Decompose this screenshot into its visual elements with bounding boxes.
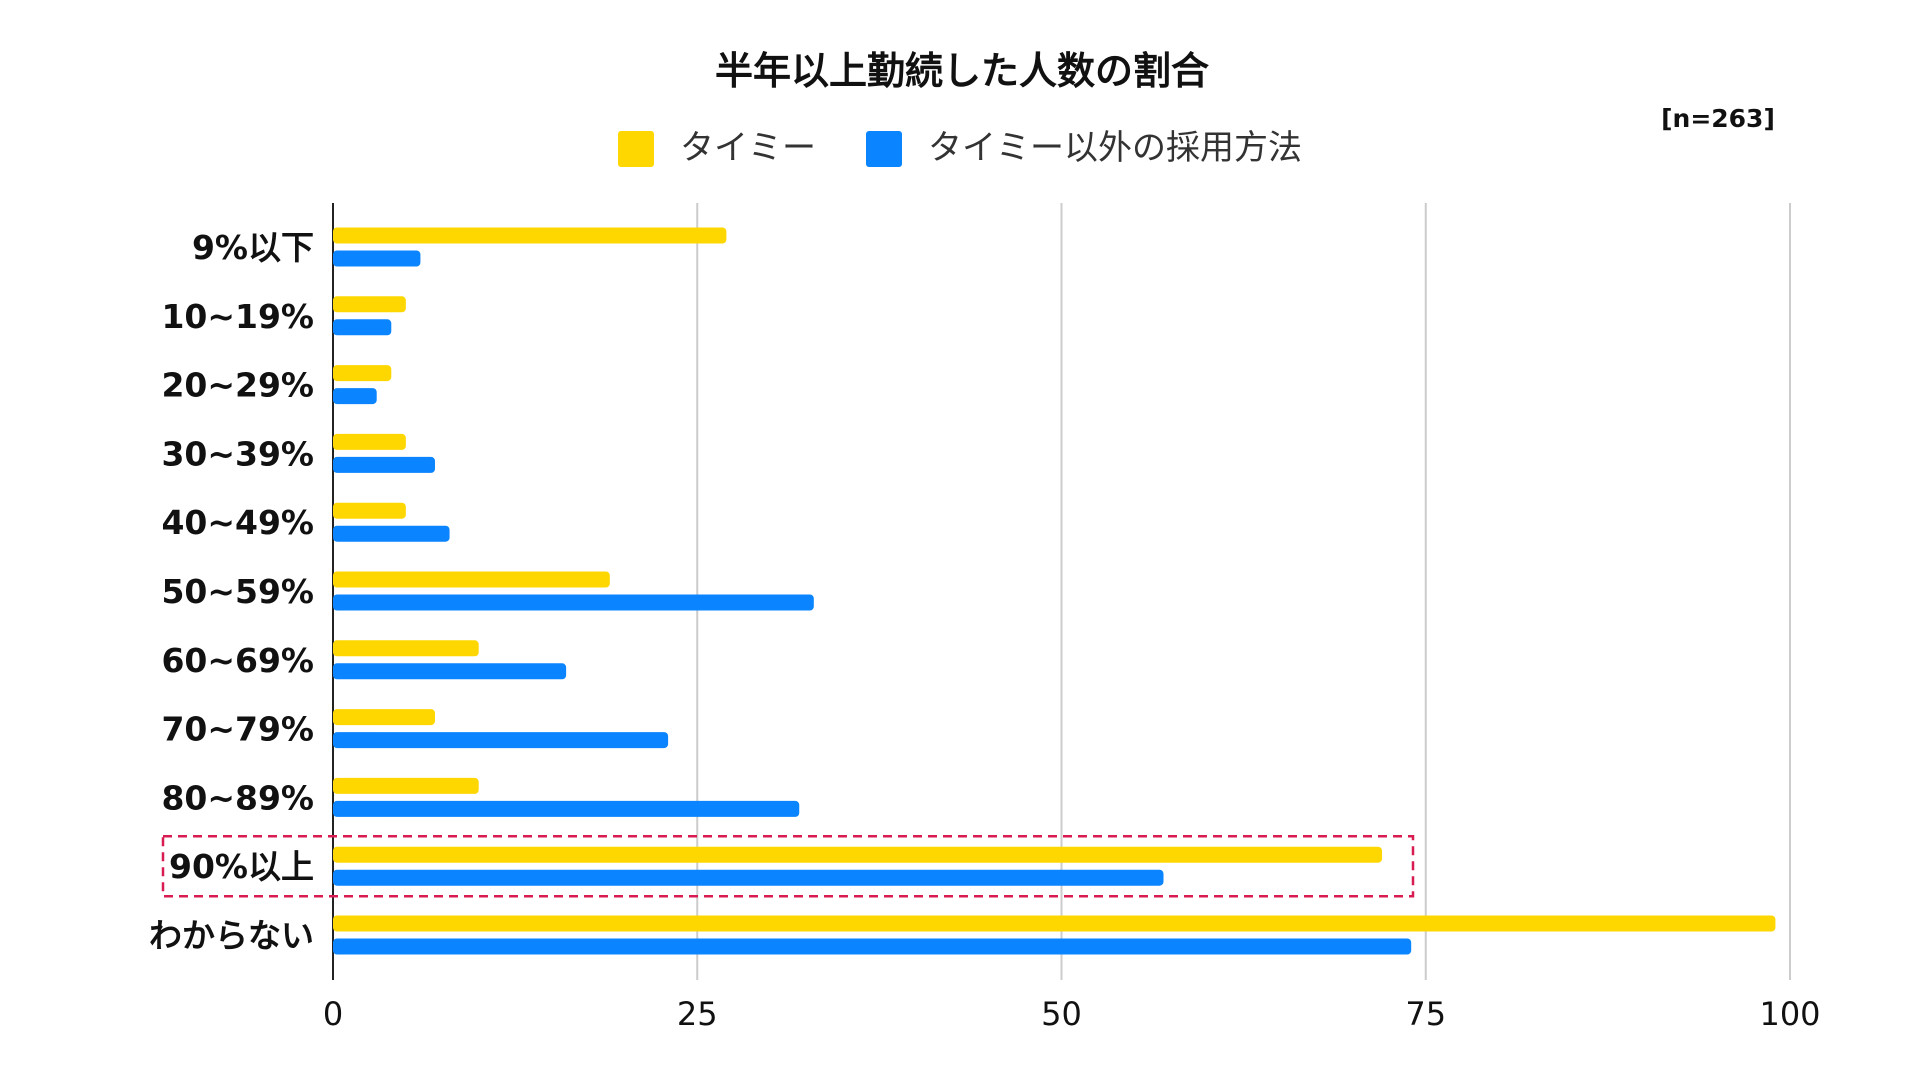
bar-timee-6: [333, 640, 479, 657]
legend-swatch-1: [866, 131, 902, 167]
bar-other-0: [333, 250, 421, 267]
bar-other-5: [333, 594, 814, 611]
gridlines: [332, 203, 1791, 980]
bar-timee-4: [333, 502, 406, 519]
category-label: 30~39%: [161, 434, 314, 473]
bar-other-7: [333, 732, 669, 749]
bar-timee-2: [333, 365, 392, 382]
bar-timee-7: [333, 709, 435, 726]
bar-timee-3: [333, 433, 406, 450]
x-tick-label: 100: [1759, 995, 1820, 1033]
category-label: 9%以下: [192, 228, 314, 267]
bar-other-3: [333, 456, 435, 473]
x-tick-label: 0: [323, 995, 343, 1033]
category-label: 80~89%: [161, 778, 314, 817]
category-labels: 9%以下 10~19% 20~29% 30~39% 40~49% 50~59% 60~69%…: [149, 228, 314, 955]
category-label: 40~49%: [161, 503, 314, 542]
category-label: 10~19%: [161, 297, 314, 336]
bars: [333, 227, 1776, 955]
x-tick-label: 25: [677, 995, 718, 1033]
x-tick-label: 75: [1405, 995, 1446, 1033]
category-label: 60~69%: [161, 641, 314, 680]
bar-other-4: [333, 525, 450, 542]
category-label: わからない: [149, 916, 314, 955]
category-label: 70~79%: [161, 710, 314, 749]
highlight-box: [161, 834, 1415, 898]
bar-timee-8: [333, 777, 479, 794]
x-tick-label: 50: [1041, 995, 1082, 1033]
legend-label-0: タイミー: [680, 128, 816, 168]
chart-title: 半年以上勤続した人数の割合: [715, 49, 1209, 93]
bar-timee-5: [333, 571, 610, 588]
bar-timee-1: [333, 296, 406, 313]
category-label: 90%以上: [169, 847, 314, 886]
category-label: 20~29%: [161, 366, 314, 405]
legend: タイミー タイミー以外の採用方法: [618, 128, 1302, 168]
highlight-group: [161, 834, 1415, 898]
bar-other-1: [333, 319, 392, 336]
sample-size-note: [n=263]: [1661, 104, 1775, 133]
bar-timee-9: [333, 846, 1383, 863]
bar-other-10: [333, 938, 1412, 955]
bar-other-8: [333, 800, 800, 817]
bar-other-6: [333, 663, 567, 680]
bar-timee-0: [333, 227, 727, 244]
legend-label-1: タイミー以外の採用方法: [928, 128, 1302, 168]
bar-other-2: [333, 388, 377, 405]
x-axis-ticks: 0 25 50 75 100: [323, 995, 1821, 1033]
category-label: 50~59%: [161, 572, 314, 611]
bar-timee-10: [333, 915, 1776, 932]
bar-other-9: [333, 869, 1164, 886]
legend-swatch-0: [618, 131, 654, 167]
